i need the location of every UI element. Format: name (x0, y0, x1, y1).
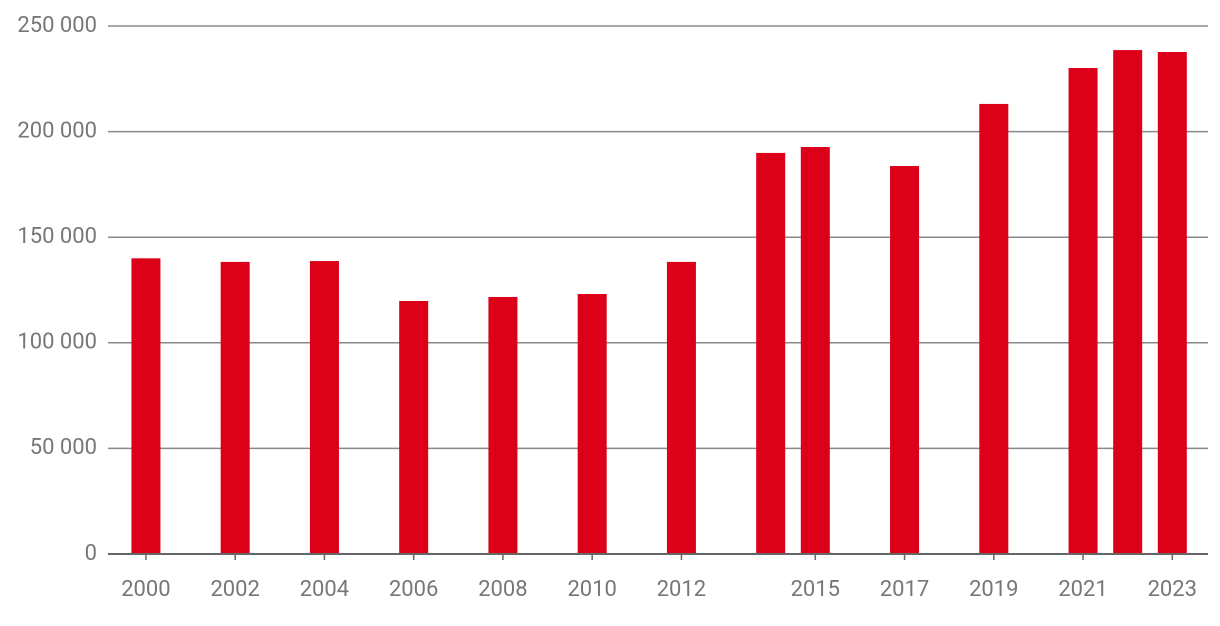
x-tick-label: 2017 (880, 577, 929, 602)
x-tick-label: 2019 (969, 577, 1018, 602)
y-tick-label: 0 (85, 541, 97, 566)
y-tick-label: 150 000 (17, 224, 97, 249)
x-tick-label: 2002 (210, 577, 259, 602)
bar (399, 300, 429, 554)
bar (577, 294, 607, 554)
x-tick-label: 2012 (657, 577, 706, 602)
bar (1068, 68, 1098, 554)
bar (756, 152, 786, 554)
x-tick-label: 2004 (300, 577, 349, 602)
bar (1157, 51, 1187, 554)
bar (1113, 50, 1143, 554)
bar (309, 261, 339, 554)
bar (890, 166, 920, 554)
x-tick-label: 2000 (121, 577, 170, 602)
bar (979, 103, 1009, 554)
x-tick-label: 2010 (567, 577, 616, 602)
x-tick-label: 2023 (1148, 577, 1197, 602)
bar (800, 147, 830, 555)
bar (488, 296, 518, 554)
y-tick-label: 50 000 (30, 435, 97, 460)
bar (131, 258, 161, 554)
x-tick-label: 2008 (478, 577, 527, 602)
x-tick-label: 2021 (1058, 577, 1107, 602)
y-tick-label: 200 000 (17, 118, 97, 143)
x-tick-label: 2015 (791, 577, 840, 602)
y-tick-label: 100 000 (17, 330, 97, 355)
bar (220, 261, 250, 554)
x-tick-label: 2006 (389, 577, 438, 602)
y-tick-label: 250 000 (17, 13, 97, 38)
bar (666, 261, 696, 554)
